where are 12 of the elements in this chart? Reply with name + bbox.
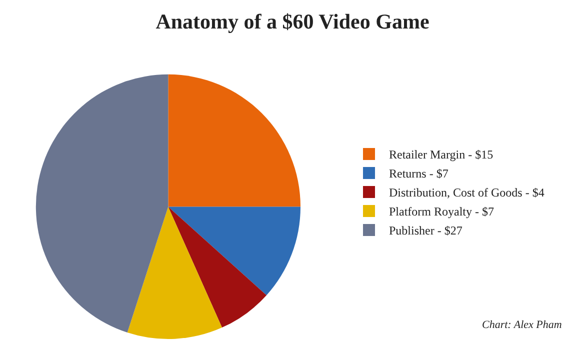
legend-label: Platform Royalty - $7 [389, 204, 494, 219]
legend-label: Distribution, Cost of Goods - $4 [389, 186, 544, 200]
chart-title: Anatomy of a $60 Video Game [156, 10, 430, 34]
legend-label: Publisher - $27 [389, 224, 462, 238]
pie-slice [36, 74, 168, 333]
pie-slice [168, 206, 300, 296]
legend-label: Retailer Margin - $15 [389, 148, 494, 162]
pie-slice [127, 206, 222, 339]
legend-label: Returns - $7 [389, 166, 448, 181]
pie-slice [168, 206, 267, 328]
text: Chart: Alex Pham [482, 319, 562, 331]
pie-slice [168, 74, 300, 207]
